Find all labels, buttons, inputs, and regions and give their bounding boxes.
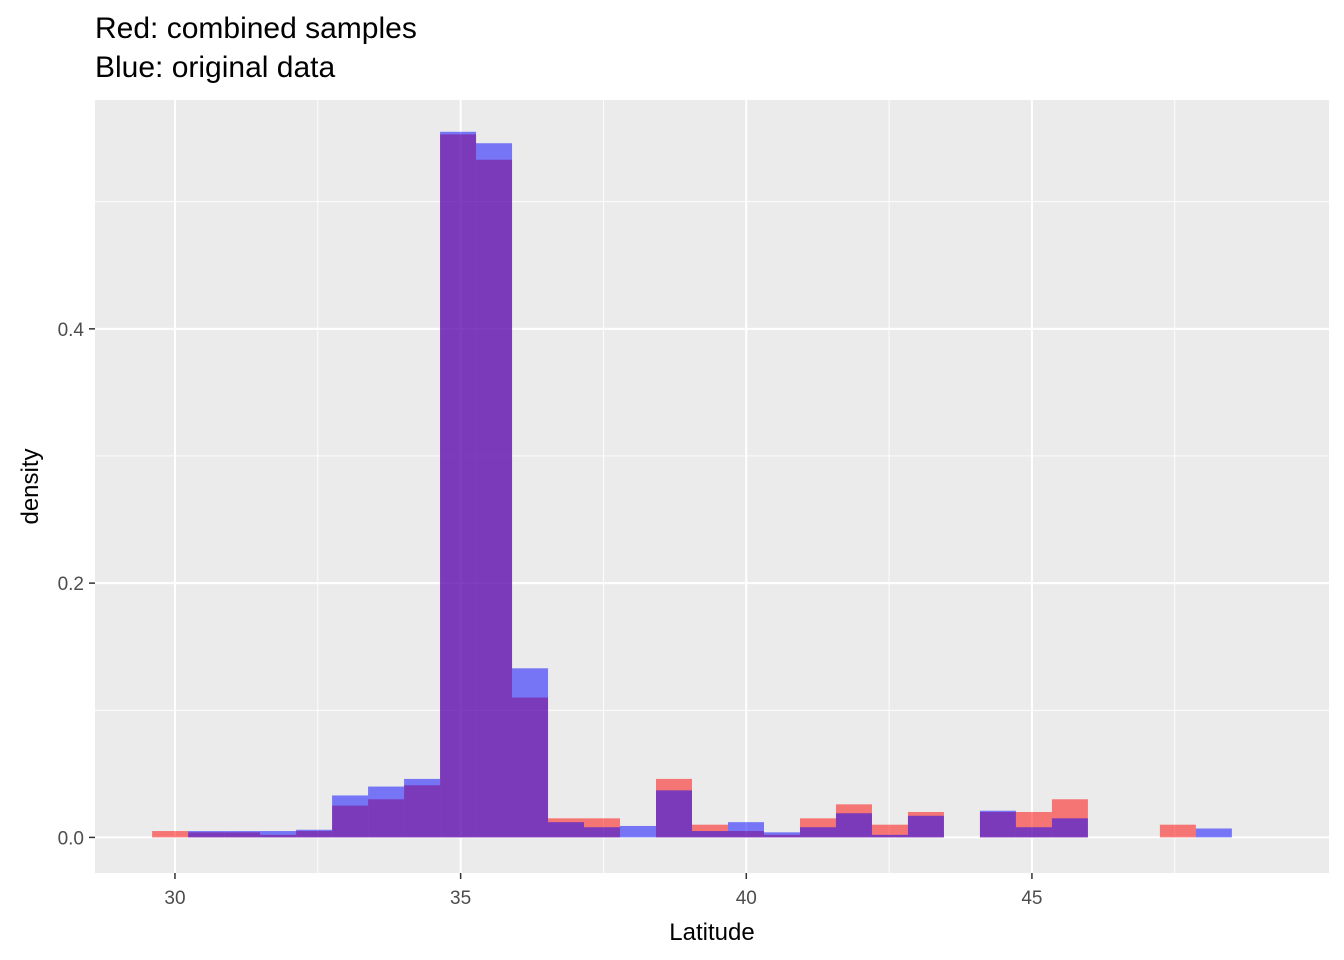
blue-bar bbox=[871, 834, 908, 838]
red-bar bbox=[1159, 824, 1196, 838]
red-bar bbox=[152, 831, 189, 838]
blue-bar bbox=[979, 810, 1016, 838]
y-axis-title: density bbox=[17, 448, 44, 524]
blue-bar bbox=[296, 829, 333, 838]
blue-bar bbox=[368, 786, 405, 838]
y-tick-label: 0.2 bbox=[58, 574, 84, 595]
blue-bar bbox=[656, 790, 693, 838]
chart-title-line-2: Blue: original data bbox=[95, 51, 336, 84]
blue-bar bbox=[440, 131, 477, 838]
blue-bar bbox=[620, 825, 657, 838]
blue-bar bbox=[548, 822, 585, 838]
blue-bar bbox=[692, 831, 728, 838]
blue-bar bbox=[763, 832, 800, 838]
blue-bar bbox=[512, 668, 549, 838]
red-bar bbox=[871, 824, 908, 838]
blue-bar bbox=[332, 795, 369, 838]
blue-bar bbox=[1015, 827, 1052, 838]
y-tick-label: 0.0 bbox=[58, 828, 84, 849]
blue-bar bbox=[224, 831, 261, 838]
blue-bar bbox=[404, 778, 441, 838]
blue-bar bbox=[476, 143, 513, 838]
blue-bar bbox=[727, 822, 764, 838]
y-tick-label: 0.4 bbox=[58, 320, 85, 341]
x-axis-title: Latitude bbox=[669, 919, 754, 946]
x-tick-label: 40 bbox=[736, 888, 757, 909]
blue-bar bbox=[1051, 818, 1088, 838]
axis-ticks bbox=[89, 328, 1033, 879]
original-data-bars bbox=[188, 131, 1232, 838]
blue-bar bbox=[188, 831, 225, 838]
plot-panel bbox=[95, 100, 1329, 873]
blue-bar bbox=[799, 827, 836, 838]
minor-gridlines bbox=[95, 100, 1329, 873]
y-tick-labels: 0.0 0.2 0.4 bbox=[58, 320, 85, 850]
x-tick-labels: 30 35 40 45 bbox=[164, 888, 1042, 909]
blue-bar bbox=[835, 813, 872, 838]
blue-bar bbox=[584, 827, 621, 838]
x-tick-label: 30 bbox=[164, 888, 185, 909]
chart-title-line-1: Red: combined samples bbox=[95, 12, 417, 45]
blue-bar bbox=[1195, 828, 1232, 838]
x-tick-label: 35 bbox=[450, 888, 471, 909]
blue-bar bbox=[260, 831, 297, 838]
x-tick-label: 45 bbox=[1021, 888, 1042, 909]
blue-bar bbox=[907, 815, 944, 838]
